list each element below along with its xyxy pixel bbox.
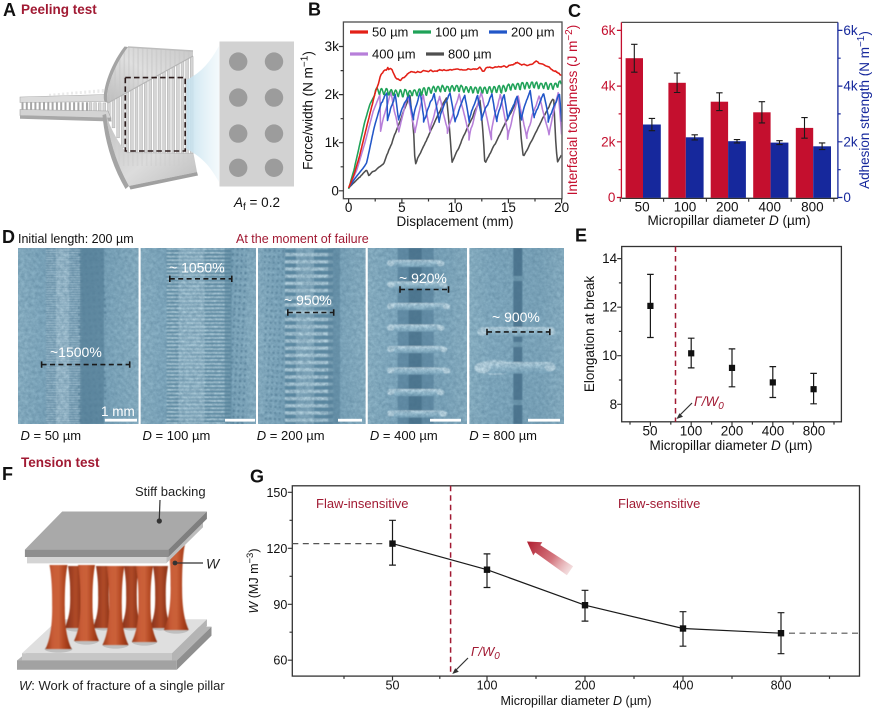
svg-text:150: 150: [266, 486, 287, 500]
svg-text:90: 90: [273, 598, 287, 612]
svg-text:400: 400: [762, 423, 785, 438]
svg-text:4k: 4k: [843, 79, 858, 94]
svg-text:14: 14: [602, 251, 618, 266]
svg-text:Tension test: Tension test: [21, 455, 100, 470]
svg-text:0: 0: [331, 183, 339, 198]
svg-text:~ 950%: ~ 950%: [284, 292, 332, 308]
svg-text:2k: 2k: [325, 87, 340, 102]
svg-text:800: 800: [801, 200, 824, 215]
svg-text:C: C: [568, 1, 581, 21]
svg-text:400: 400: [673, 678, 694, 692]
svg-text:1k: 1k: [325, 135, 340, 150]
svg-text:Flaw-insensitive: Flaw-insensitive: [316, 496, 408, 511]
svg-text:400 µm: 400 µm: [372, 47, 416, 62]
svg-text:Interfacial toughness (J m−2): Interfacial toughness (J m−2): [564, 25, 580, 195]
svg-text:100: 100: [680, 423, 703, 438]
svg-text:D = 800 µm: D = 800 µm: [469, 428, 537, 443]
svg-text:Γ/W0: Γ/W0: [694, 394, 724, 412]
svg-text:200: 200: [575, 678, 596, 692]
svg-text:2k: 2k: [843, 134, 858, 149]
svg-text:Elongation at break: Elongation at break: [582, 276, 597, 393]
svg-text:G: G: [250, 467, 264, 487]
svg-text:12: 12: [602, 300, 617, 315]
svg-text:Force/width (N m−1): Force/width (N m−1): [300, 51, 316, 170]
svg-text:Micropillar diameter D (µm): Micropillar diameter D (µm): [501, 694, 652, 708]
svg-text:6k: 6k: [843, 23, 858, 38]
svg-text:100 µm: 100 µm: [435, 25, 479, 40]
svg-text:Adhesion strength (N m−1): Adhesion strength (N m−1): [856, 31, 872, 189]
svg-text:50: 50: [635, 200, 650, 215]
svg-text:F: F: [2, 464, 13, 484]
svg-text:8: 8: [610, 397, 618, 412]
svg-text:Displacement (mm): Displacement (mm): [396, 214, 513, 229]
svg-text:Micropillar diameter D (µm): Micropillar diameter D (µm): [649, 438, 812, 453]
svg-text:50: 50: [642, 423, 657, 438]
svg-text:5: 5: [398, 200, 406, 215]
svg-text:50 µm: 50 µm: [372, 25, 408, 40]
svg-text:6k: 6k: [601, 23, 616, 38]
svg-text:100: 100: [674, 200, 697, 215]
svg-text:D = 50 µm: D = 50 µm: [21, 428, 82, 443]
svg-text:W: W: [206, 556, 221, 572]
svg-text:Af = 0.2: Af = 0.2: [233, 195, 280, 213]
svg-text:200 µm: 200 µm: [511, 25, 555, 40]
svg-text:Γ/W0: Γ/W0: [471, 644, 500, 662]
svg-text:0: 0: [345, 200, 353, 215]
svg-text:E: E: [575, 226, 587, 246]
svg-text:D = 100 µm: D = 100 µm: [143, 428, 211, 443]
svg-text:10: 10: [448, 200, 463, 215]
svg-text:800 µm: 800 µm: [448, 47, 492, 62]
svg-text:~ 900%: ~ 900%: [492, 309, 540, 325]
svg-text:W (MJ m−3): W (MJ m−3): [245, 548, 261, 613]
svg-text:Stiff backing: Stiff backing: [135, 484, 206, 499]
svg-text:60: 60: [273, 654, 287, 668]
svg-text:3k: 3k: [325, 39, 340, 54]
svg-text:120: 120: [266, 542, 287, 556]
svg-text:~ 1050%: ~ 1050%: [169, 260, 225, 276]
svg-text:50: 50: [386, 678, 400, 692]
svg-text:800: 800: [771, 678, 792, 692]
svg-text:200: 200: [716, 200, 739, 215]
svg-text:A: A: [3, 0, 16, 20]
svg-text:W: Work of fracture of a singl: W: Work of fracture of a single pillar: [19, 678, 225, 693]
svg-text:~1500%: ~1500%: [50, 344, 102, 360]
svg-text:400: 400: [759, 200, 782, 215]
svg-text:B: B: [308, 0, 321, 20]
svg-text:At the moment of failure: At the moment of failure: [236, 232, 369, 246]
svg-text:Peeling test: Peeling test: [21, 2, 97, 17]
svg-text:0: 0: [843, 190, 851, 205]
svg-text:200: 200: [721, 423, 744, 438]
svg-text:15: 15: [501, 200, 516, 215]
svg-text:20: 20: [554, 200, 569, 215]
svg-text:4k: 4k: [601, 79, 616, 94]
svg-text:Flaw-sensitive: Flaw-sensitive: [618, 496, 700, 511]
svg-text:100: 100: [477, 678, 498, 692]
svg-text:0: 0: [608, 190, 616, 205]
svg-text:800: 800: [803, 423, 826, 438]
svg-text:D: D: [2, 227, 15, 247]
svg-text:Initial length: 200 µm: Initial length: 200 µm: [18, 232, 134, 246]
svg-text:~ 920%: ~ 920%: [399, 270, 447, 286]
svg-text:2k: 2k: [601, 134, 616, 149]
svg-text:D = 200 µm: D = 200 µm: [257, 428, 325, 443]
svg-text:D = 400 µm: D = 400 µm: [370, 428, 438, 443]
svg-text:1 mm: 1 mm: [101, 404, 135, 419]
svg-text:10: 10: [602, 348, 617, 363]
svg-text:Micropillar diameter D (µm): Micropillar diameter D (µm): [647, 213, 810, 228]
